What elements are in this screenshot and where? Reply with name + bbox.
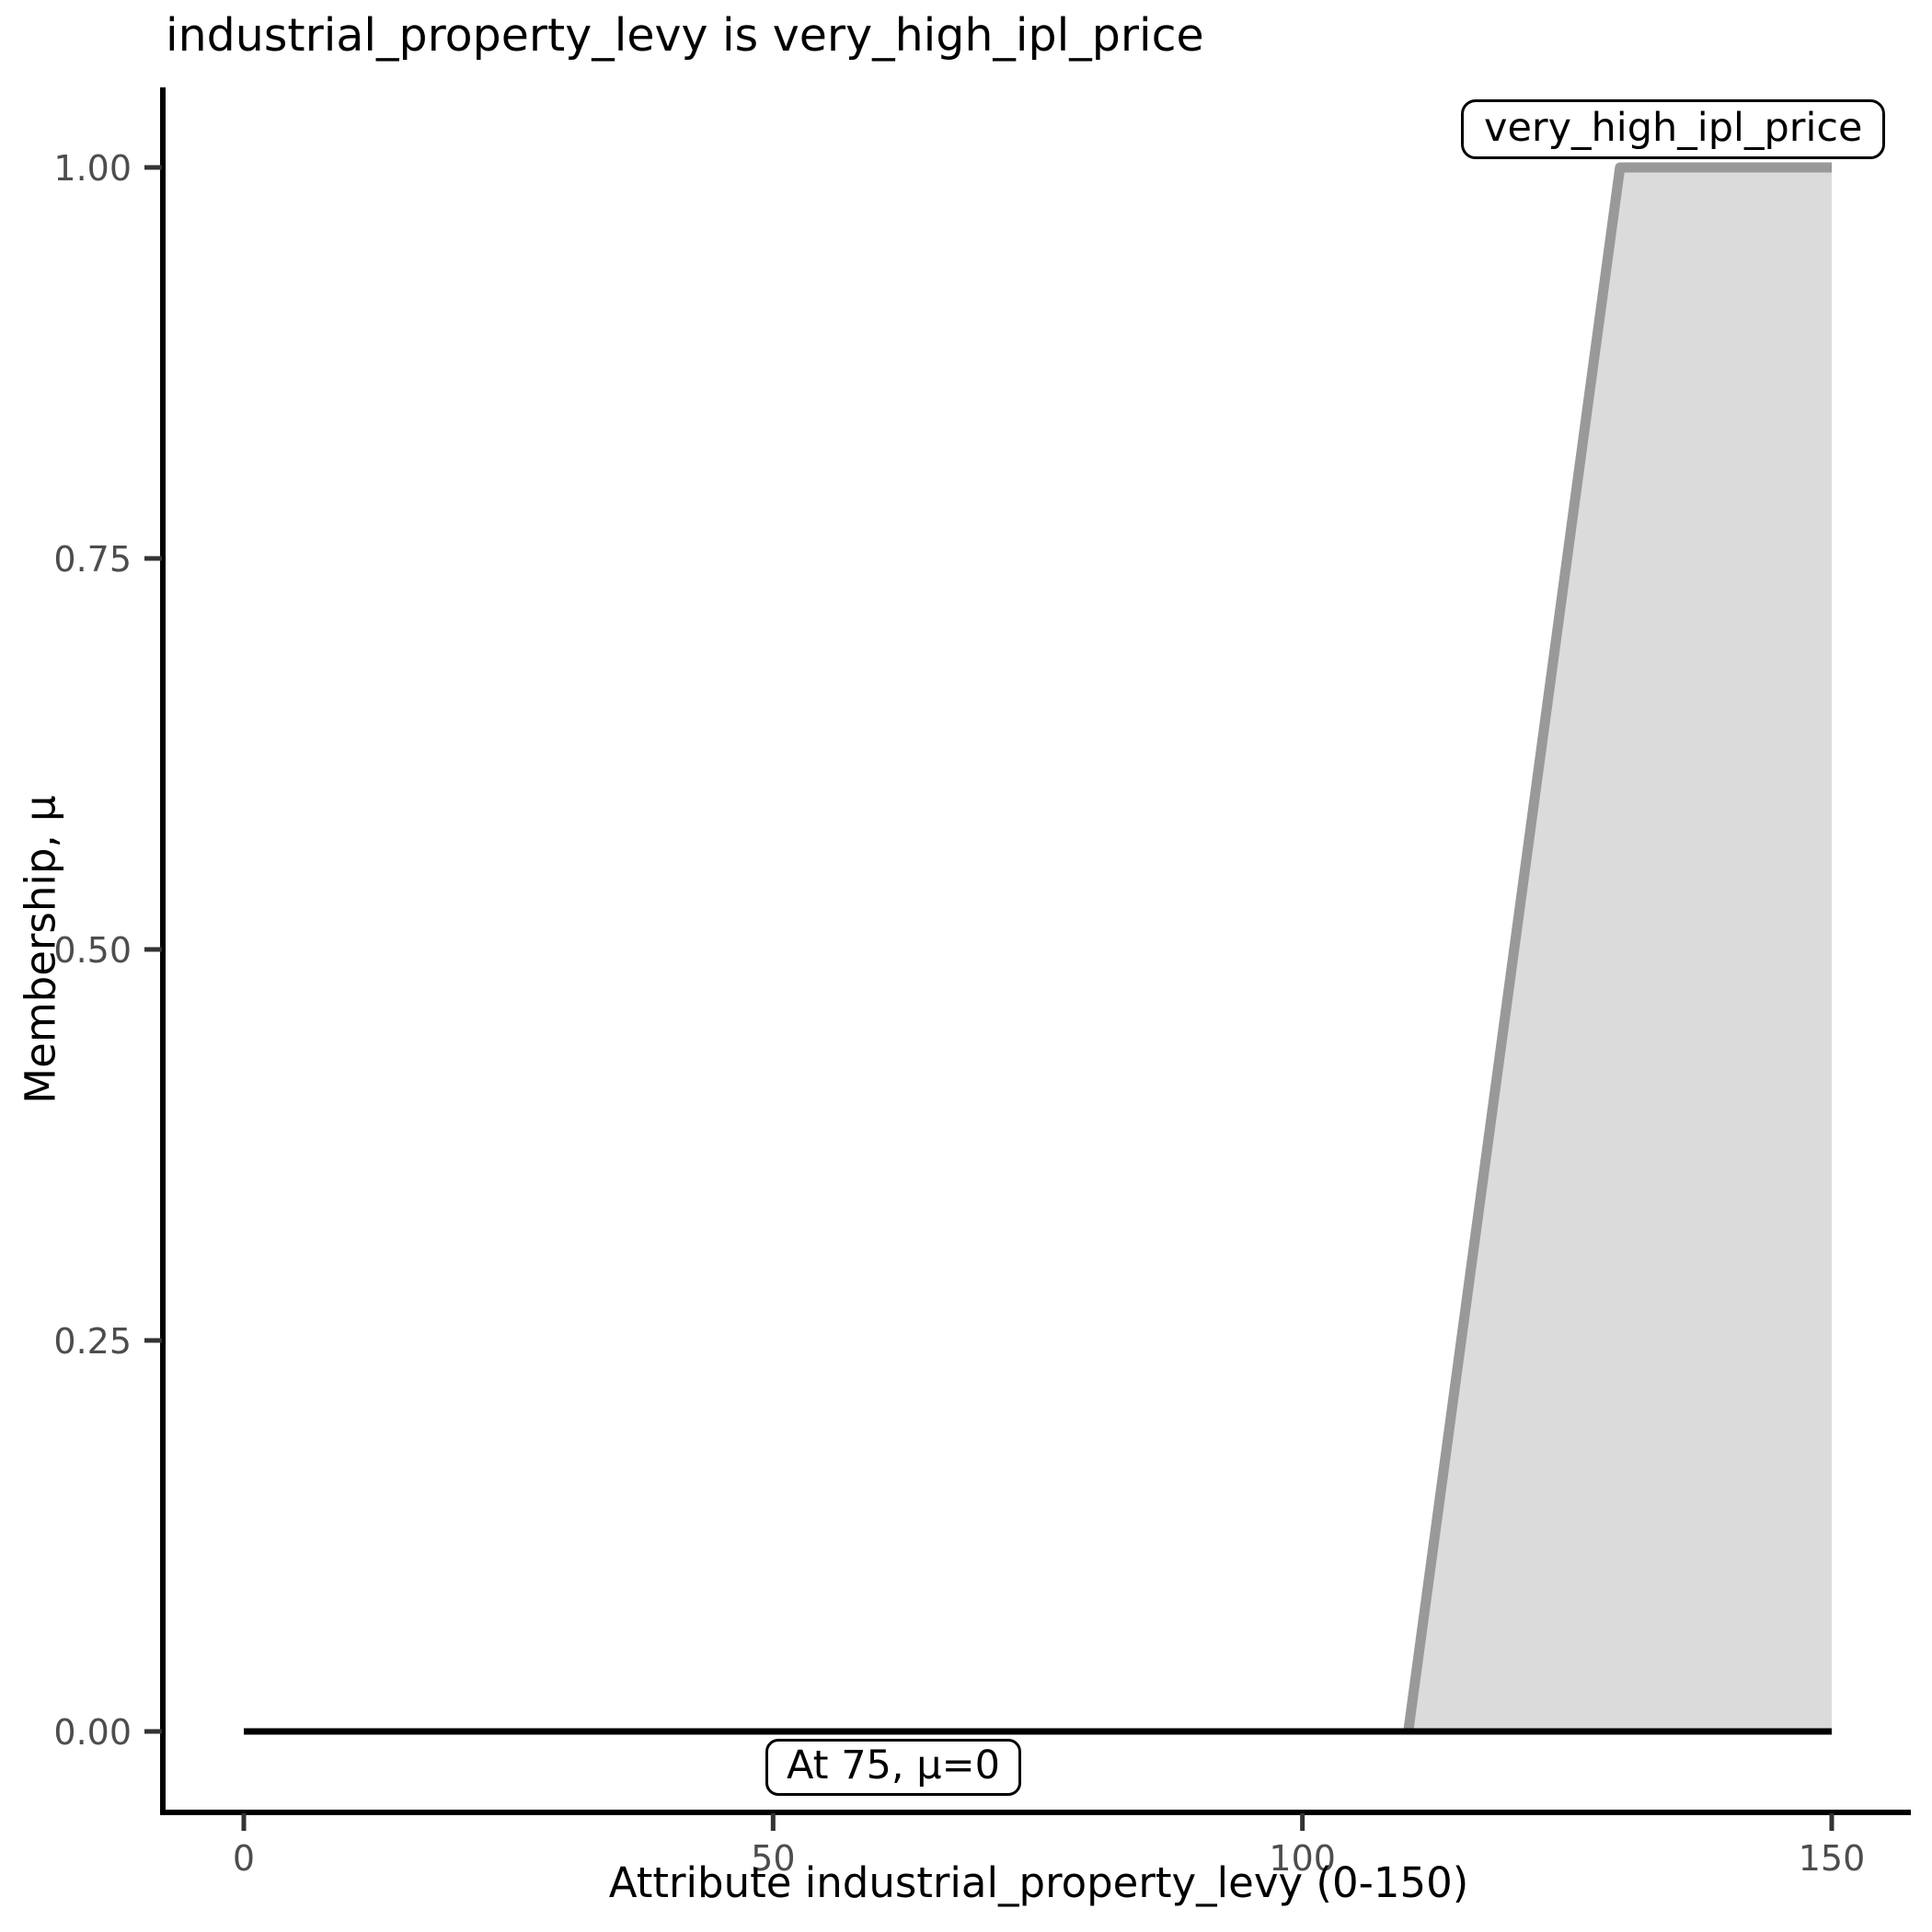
legend-label: very_high_ipl_price bbox=[1484, 105, 1863, 151]
x-tick-label: 150 bbox=[1799, 1838, 1866, 1879]
y-tick-label: 0.50 bbox=[53, 930, 132, 971]
membership-area bbox=[1408, 167, 1832, 1731]
y-tick-label: 1.00 bbox=[53, 148, 132, 189]
y-tick-label: 0.25 bbox=[53, 1321, 132, 1362]
x-axis-label: Attribute industrial_property_levy (0-15… bbox=[608, 1858, 1469, 1907]
evaluation-annotation-box: At 75, μ=0 bbox=[765, 1739, 1021, 1797]
y-tick-label: 0.75 bbox=[53, 539, 132, 580]
x-tick-label: 0 bbox=[233, 1838, 255, 1879]
legend-box: very_high_ipl_price bbox=[1461, 99, 1886, 160]
chart-title: industrial_property_levy is very_high_ip… bbox=[166, 9, 1204, 62]
y-axis-label: Membership, μ bbox=[16, 795, 65, 1104]
x-tick-label: 50 bbox=[751, 1838, 795, 1879]
x-tick-label: 100 bbox=[1269, 1838, 1336, 1879]
evaluation-annotation-label: At 75, μ=0 bbox=[787, 1742, 1000, 1788]
y-tick-label: 0.00 bbox=[53, 1712, 132, 1753]
membership-line bbox=[1403, 162, 1832, 1732]
